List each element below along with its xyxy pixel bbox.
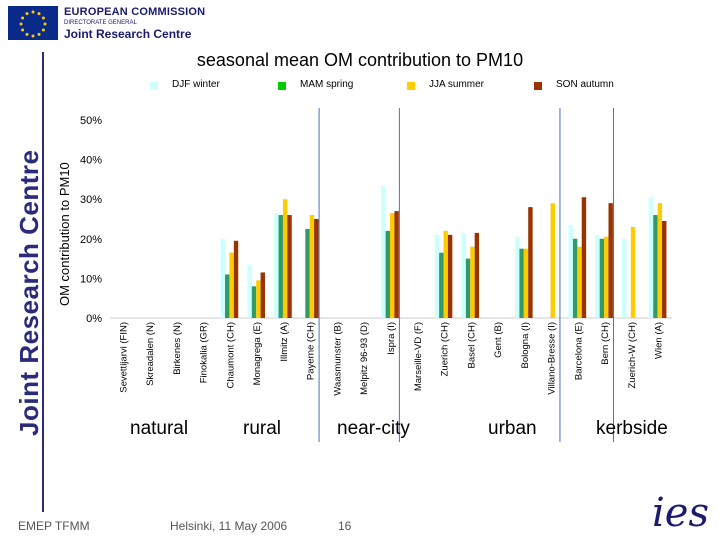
y-tick-label: 10%: [80, 273, 102, 285]
bar-son-autumn: [394, 211, 399, 318]
x-tick-label: Bern (CH): [600, 322, 611, 365]
bar-djf-winter: [595, 234, 600, 318]
group-label-rural: rural: [243, 418, 282, 439]
x-tick-label: Finokalia (GR): [199, 322, 210, 383]
bar-jja-summer: [470, 246, 475, 318]
bar-jja-summer: [523, 248, 529, 318]
bar-djf-winter: [515, 236, 520, 318]
bar-djf-winter: [568, 224, 573, 318]
bar-son-autumn: [287, 215, 292, 318]
x-tick-label: Marseille-VD (F): [413, 322, 424, 391]
legend-label-autumn: SON autumn: [556, 79, 614, 90]
bar-djf-winter: [461, 232, 466, 318]
y-tick-label: 20%: [80, 234, 102, 246]
bar-mam-spring: [278, 215, 283, 318]
page-number: 16: [338, 519, 352, 533]
bar-djf-winter: [648, 197, 654, 318]
x-tick-label: Waasmunster (B): [332, 322, 343, 396]
chart-title: seasonal mean OM contribution to PM10: [196, 50, 524, 70]
bar-djf-winter: [434, 234, 440, 318]
legend-swatch-winter: [150, 82, 158, 90]
group-label-near-city: near-city: [337, 418, 410, 439]
group-label-urban: urban: [488, 418, 537, 439]
x-tick-label: Ispra (I): [386, 322, 397, 355]
y-tick-label: 40%: [80, 155, 102, 167]
y-tick-label: 30%: [80, 194, 102, 206]
bar-mam-spring: [465, 258, 471, 318]
side-divider: [42, 52, 44, 512]
x-tick-label: Bologna (I): [520, 322, 531, 368]
legend-label-spring: MAM spring: [300, 79, 354, 90]
bar-jja-summer: [443, 230, 448, 318]
x-tick-label: Illmitz (A): [279, 322, 290, 362]
bar-jja-summer: [256, 280, 261, 318]
bar-djf-winter: [622, 238, 627, 318]
bar-son-autumn: [233, 240, 239, 318]
eu-stars: [19, 10, 47, 38]
bar-mam-spring: [653, 215, 658, 318]
bar-son-autumn: [662, 220, 667, 318]
bar-mam-spring: [225, 274, 230, 318]
bar-son-autumn: [314, 219, 319, 318]
x-tick-label: Melpitz 96-93 (D): [359, 322, 370, 395]
x-tick-label: Birkenes (N): [172, 322, 183, 375]
bar-jja-summer: [309, 215, 315, 318]
bar-mam-spring: [305, 228, 310, 318]
x-tick-label: Payerne (CH): [306, 322, 317, 380]
bar-jja-summer: [657, 203, 663, 318]
bar-jja-summer: [390, 213, 395, 318]
bar-jja-summer: [282, 199, 288, 318]
bar-djf-winter: [274, 213, 279, 318]
bar-djf-winter: [247, 264, 252, 318]
x-tick-label: Zuerich (CH): [440, 322, 451, 376]
bar-djf-winter: [381, 185, 386, 318]
group-label-natural: natural: [130, 418, 189, 439]
org-jrc: Joint Research Centre: [64, 27, 192, 41]
bar-jja-summer: [577, 246, 582, 318]
bar-son-autumn: [474, 232, 480, 318]
ies-logo: ies: [652, 490, 709, 536]
x-tick-label: Basel (CH): [466, 322, 477, 368]
y-tick-label: 50%: [80, 115, 102, 127]
bar-son-autumn: [260, 272, 265, 318]
bar-mam-spring: [439, 252, 444, 318]
bar-mam-spring: [572, 238, 578, 318]
x-tick-label: Sevettijarvi (FIN): [118, 322, 129, 393]
bar-djf-winter: [220, 238, 226, 318]
x-tick-label: Monagrega (E): [252, 322, 263, 385]
org-directorate: DIRECTORATE GENERAL: [64, 20, 137, 26]
footer-center: Helsinki, 11 May 2006: [170, 519, 288, 533]
bar-son-autumn: [447, 234, 453, 318]
legend-label-winter: DJF winter: [172, 79, 220, 90]
legend-label-summer: JJA summer: [429, 79, 485, 90]
bar-son-autumn: [608, 203, 613, 318]
x-tick-label: Barcelona (E): [573, 322, 584, 380]
x-tick-label: Zuerich-W (CH): [627, 322, 638, 389]
bar-jja-summer: [604, 236, 609, 318]
x-tick-label: Wien (A): [654, 322, 665, 359]
legend-swatch-spring: [278, 82, 286, 90]
legend-swatch-autumn: [534, 82, 542, 90]
x-tick-label: Gent (B): [493, 322, 504, 358]
bar-mam-spring: [251, 286, 257, 318]
group-label-kerbside: kerbside: [596, 418, 668, 439]
org-name: EUROPEAN COMMISSION: [64, 6, 206, 18]
legend-swatch-summer: [407, 82, 415, 90]
bar-mam-spring: [599, 238, 605, 318]
bar-son-autumn: [528, 207, 533, 318]
ec-logo: EUROPEAN COMMISSION DIRECTORATE GENERAL …: [8, 6, 208, 46]
y-tick-label: 0%: [86, 313, 102, 325]
bar-son-autumn: [581, 197, 587, 318]
bar-jja-summer: [550, 203, 555, 318]
bar-jja-summer: [630, 226, 636, 318]
bar-mam-spring: [385, 230, 390, 318]
x-tick-label: Villano-Bresse (I): [547, 322, 558, 395]
x-tick-label: Skreadalen (N): [145, 322, 156, 386]
bar-jja-summer: [229, 252, 234, 318]
x-tick-label: Chaumont (CH): [225, 322, 236, 389]
bar-mam-spring: [519, 248, 524, 318]
eu-flag-icon: [8, 6, 58, 40]
footer-left: EMEP TFMM: [18, 519, 90, 533]
